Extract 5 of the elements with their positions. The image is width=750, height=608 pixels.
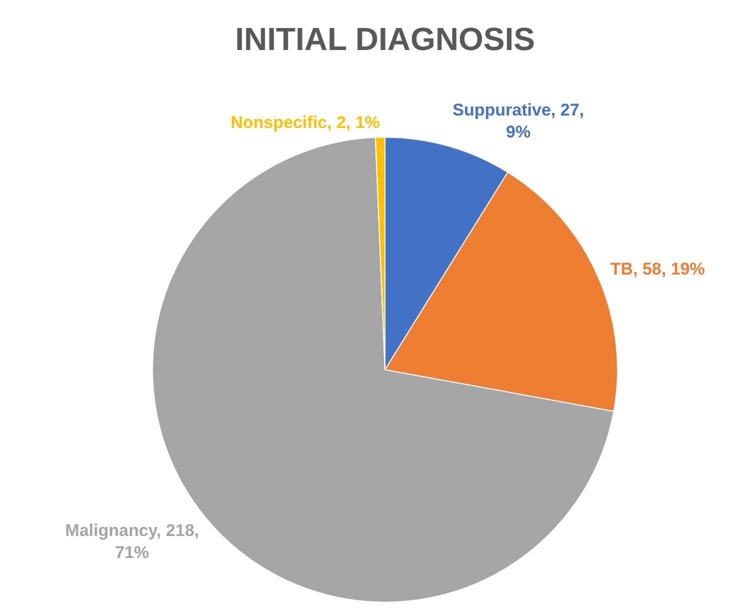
slice-label: Malignancy, 218, 71% bbox=[65, 521, 200, 562]
chart-title: INITIAL DIAGNOSIS bbox=[235, 21, 535, 58]
slice-label: Suppurative, 27, 9% bbox=[452, 100, 584, 142]
slice-label: Nonspecific, 2, 1% bbox=[230, 112, 380, 132]
slice-label: TB, 58, 19% bbox=[610, 260, 705, 279]
